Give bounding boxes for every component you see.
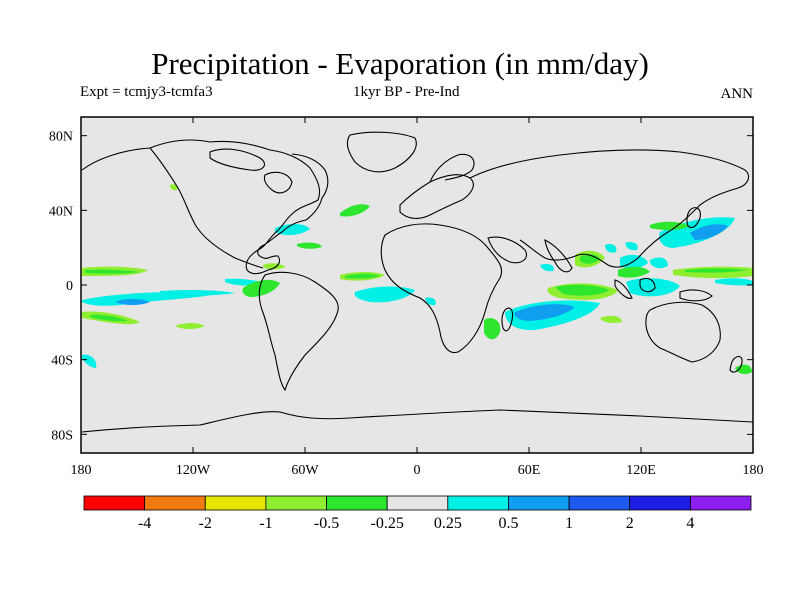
colorbar-swatch (83, 495, 146, 511)
map-title: Precipitation - Evaporation (in mm/day) (151, 46, 649, 81)
anomaly-cyan-pacific-east (160, 289, 235, 296)
coast-sumatra (614, 279, 633, 299)
anomaly-green-atl-eq-2 (345, 273, 380, 279)
colorbar-swatch (204, 495, 267, 511)
anomaly-cyan-japan (625, 241, 638, 251)
anomaly-cyan-indian-n (540, 263, 554, 272)
lon-label: 60W (291, 463, 319, 478)
anomaly-cyan-atl-south (354, 286, 415, 303)
anomaly-cyan-philippine (650, 257, 668, 269)
colorbar-swatch (629, 495, 691, 511)
coast-borneo (639, 277, 656, 293)
anomaly-green-w-pacific-eq-2 (685, 268, 748, 273)
coast-japan (686, 207, 701, 229)
colorbar (83, 495, 752, 511)
coast-new-guinea (679, 289, 713, 302)
colorbar-label: -2 (199, 515, 212, 532)
coast-south-america (258, 271, 339, 392)
latitude-labels: 80N 40N 0 40S 80S (49, 130, 73, 444)
colorbar-label: -4 (138, 515, 151, 532)
anomaly-green-indian-s2 (600, 315, 622, 323)
lon-label: 180 (743, 463, 764, 478)
coast-alaska-west (149, 147, 264, 269)
axis-ticks (80, 117, 754, 453)
anomaly-blue-s-indian (514, 304, 575, 321)
anomaly-green-pacific-sw-2 (90, 314, 128, 322)
colorbar-swatch (386, 495, 449, 511)
colorbar-label: 4 (686, 515, 694, 532)
colorbar-swatch (508, 495, 570, 511)
coast-arabia (487, 236, 528, 264)
colorbar-label: -0.5 (314, 515, 339, 532)
anomaly-green-indian-eq-2 (555, 284, 610, 296)
coast-new-zealand (729, 355, 743, 373)
coast-australia (645, 301, 721, 363)
lon-label: 120E (626, 463, 656, 478)
lat-label: 0 (66, 279, 73, 294)
anomaly-blue-nw-pacific (690, 224, 728, 240)
anomaly-cyan-w-pacific-eq (715, 278, 753, 286)
coast-arctic-canada (209, 148, 265, 171)
coast-india (544, 239, 573, 273)
lat-label: 80S (51, 428, 73, 443)
anomaly-green-mozambique (484, 318, 501, 340)
colorbar-labels: -4 -2 -1 -0.5 -0.25 0.25 0.5 1 2 4 (138, 515, 694, 532)
coast-antarctica (81, 409, 754, 433)
colorbar-label: 0.5 (498, 515, 518, 532)
anomaly-green-tasman (735, 364, 752, 375)
anomaly-blue-pacific-south (115, 299, 150, 305)
anomaly-cyan-india (605, 243, 617, 253)
colorbar-label: 2 (626, 515, 634, 532)
anomaly-green-amazon (242, 279, 280, 297)
coast-asia (469, 149, 750, 268)
season-label: ANN (720, 86, 754, 102)
colorbar-label: -1 (259, 515, 272, 532)
coast-madagascar (501, 307, 514, 332)
anomaly-cyan-guinea (425, 297, 436, 306)
coastlines (81, 131, 754, 433)
period-label: 1kyr BP - Pre-Ind (353, 84, 460, 100)
colorbar-swatch (447, 495, 509, 511)
anomaly-fields (82, 184, 753, 375)
colorbar-swatch (568, 495, 631, 511)
lat-label: 40S (51, 354, 73, 369)
colorbar-swatch (326, 495, 388, 511)
experiment-label: Expt = tcmjy3-tcmfa3 (80, 84, 213, 100)
colorbar-swatch (265, 495, 327, 511)
coast-europe (399, 174, 474, 219)
anomaly-green-pacific-s2 (175, 323, 205, 329)
lon-label: 120W (176, 463, 211, 478)
colorbar-label: 0.25 (434, 515, 462, 532)
anomaly-green-indonesia (618, 266, 650, 278)
coast-africa (380, 223, 503, 354)
lat-label: 40N (49, 204, 73, 219)
coast-greenland (346, 131, 417, 173)
lon-label: 180 (71, 463, 92, 478)
lat-label: 80N (49, 130, 73, 145)
anomaly-green-atlantic-30n (297, 242, 322, 249)
coast-hudson (263, 171, 293, 194)
lon-label: 60E (518, 463, 541, 478)
coast-scandinavia (429, 153, 475, 183)
anomaly-green-atl-40n (340, 204, 370, 217)
anomaly-green-carib (263, 263, 286, 270)
anomaly-green-pacific-eq-2 (85, 269, 140, 274)
colorbar-swatch (689, 495, 752, 511)
colorbar-label: -0.25 (371, 515, 404, 532)
anomaly-cyan-pacific-s40 (82, 354, 97, 368)
colorbar-swatch (144, 495, 206, 511)
coast-north-america (81, 139, 329, 275)
anomaly-green-pacific-n (170, 184, 178, 191)
anomaly-cyan-n-atlantic (275, 223, 310, 236)
colorbar-label: 1 (565, 515, 573, 532)
longitude-labels: 180 120W 60W 0 60E 120E 180 (71, 463, 764, 478)
lon-label: 0 (414, 463, 421, 478)
